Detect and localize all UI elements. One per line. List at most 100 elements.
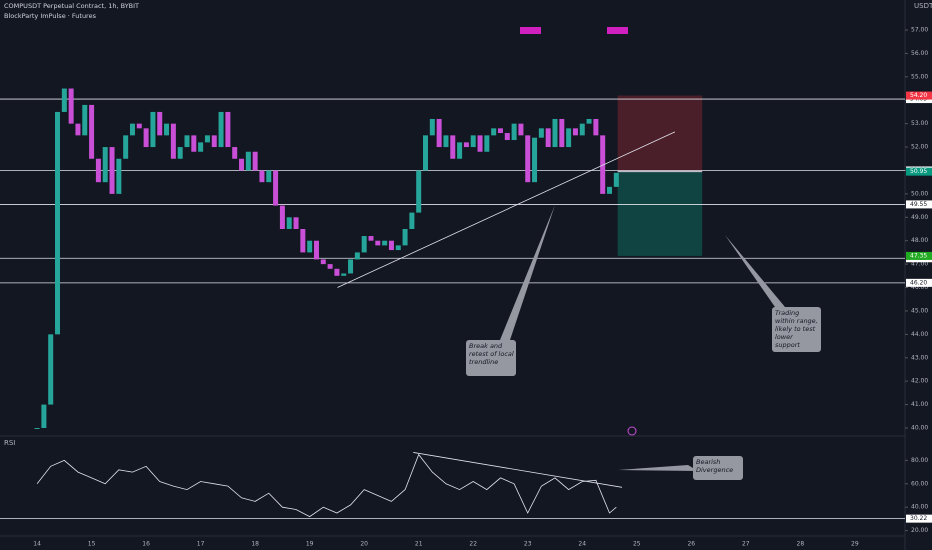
price-tick-label: 57.00: [911, 27, 928, 34]
currency: USDT: [914, 2, 932, 10]
candle: [450, 135, 456, 159]
candle: [375, 240, 381, 246]
rsi-tick-label: 60.00: [911, 480, 928, 487]
candle: [395, 245, 401, 251]
callout-box: [693, 456, 743, 480]
candle: [198, 142, 204, 152]
rsi-trendline: [413, 452, 623, 488]
rsi-tick-label: 80.00: [911, 457, 928, 464]
callout-pointer: [725, 235, 785, 307]
date-tick-label: 25: [633, 541, 641, 548]
price-tick-label: 40.00: [911, 425, 928, 432]
candle: [102, 147, 108, 183]
callout-pointer: [500, 205, 555, 340]
candle: [157, 111, 163, 136]
candle: [218, 111, 224, 148]
candle: [600, 135, 606, 194]
candle: [470, 135, 476, 148]
price-tick-label: 45.00: [911, 307, 928, 314]
candle: [436, 118, 442, 148]
candle: [388, 240, 394, 251]
candle: [511, 123, 517, 141]
candle: [300, 229, 306, 253]
candle: [34, 428, 40, 429]
price-tick-label: 50.00: [911, 190, 928, 197]
rsi-line: [36, 453, 617, 518]
stop-zone: [617, 95, 703, 172]
date-tick-label: 26: [687, 541, 695, 548]
date-tick-label: 24: [578, 541, 586, 548]
price-tick-label: 49.00: [911, 214, 928, 221]
level-tag-label: 49.55: [910, 201, 927, 208]
candle: [491, 128, 497, 136]
candle: [116, 158, 122, 194]
rsi-tick-label: 40.00: [911, 504, 928, 511]
candle: [532, 137, 538, 183]
candle: [559, 118, 565, 148]
rsi-title: RSI: [4, 439, 15, 447]
candle: [497, 128, 503, 134]
candle: [354, 252, 360, 260]
rsi-tag: [906, 514, 932, 523]
price-tick-label: 55.00: [911, 73, 928, 80]
candle: [518, 123, 524, 136]
candle: [273, 170, 279, 206]
candle: [586, 118, 592, 124]
price-tick-label: 52.00: [911, 144, 928, 151]
price-tag-label: 54.20: [910, 92, 927, 99]
date-tick-label: 21: [415, 541, 423, 548]
rsi-tick-label: 20.00: [911, 527, 928, 534]
candle: [463, 142, 469, 148]
date-tick-label: 17: [197, 541, 205, 548]
candle: [95, 158, 101, 183]
signal-tag: [520, 27, 541, 34]
price-tick-label: 43.00: [911, 354, 928, 361]
candle: [334, 268, 340, 276]
candle: [184, 135, 190, 148]
price-tag-label: 47.35: [910, 252, 927, 259]
date-tick-label: 27: [742, 541, 750, 548]
candle: [613, 172, 619, 187]
date-tick-label: 28: [797, 541, 805, 548]
candle: [239, 158, 245, 171]
candle: [75, 123, 81, 136]
candle: [177, 147, 183, 159]
candle: [545, 128, 551, 148]
price-tick-label: 53.00: [911, 120, 928, 127]
candle: [48, 334, 54, 405]
candle: [123, 135, 129, 159]
candle: [286, 217, 292, 229]
candle: [129, 123, 135, 136]
candle: [191, 135, 197, 152]
candle: [409, 212, 415, 229]
candle: [232, 147, 238, 159]
indicator-name: BlockParty ImPulse · Futures: [4, 12, 97, 20]
date-tick-label: 16: [142, 541, 150, 548]
candle: [593, 118, 599, 136]
candle: [225, 111, 231, 148]
price-tag-label: 50.95: [910, 168, 927, 175]
candle: [109, 147, 115, 194]
candle: [279, 205, 285, 229]
candle: [443, 135, 449, 148]
candle: [68, 88, 74, 124]
callout-text: Trading within range, likely to test low…: [775, 309, 818, 349]
candle: [55, 111, 61, 335]
level-tag: [906, 278, 932, 287]
candle: [402, 229, 408, 246]
callout: Trading within range, likely to test low…: [775, 309, 818, 349]
candle: [538, 128, 544, 138]
candle: [320, 259, 326, 265]
level-tag: [906, 200, 932, 209]
candle: [170, 123, 176, 159]
price-tag: [906, 167, 932, 176]
candle: [566, 128, 572, 148]
candle: [293, 217, 299, 229]
candle: [313, 240, 319, 260]
price-tag: [906, 251, 932, 260]
price-tick-label: 42.00: [911, 378, 928, 385]
candle: [368, 236, 374, 241]
candle: [136, 123, 142, 129]
